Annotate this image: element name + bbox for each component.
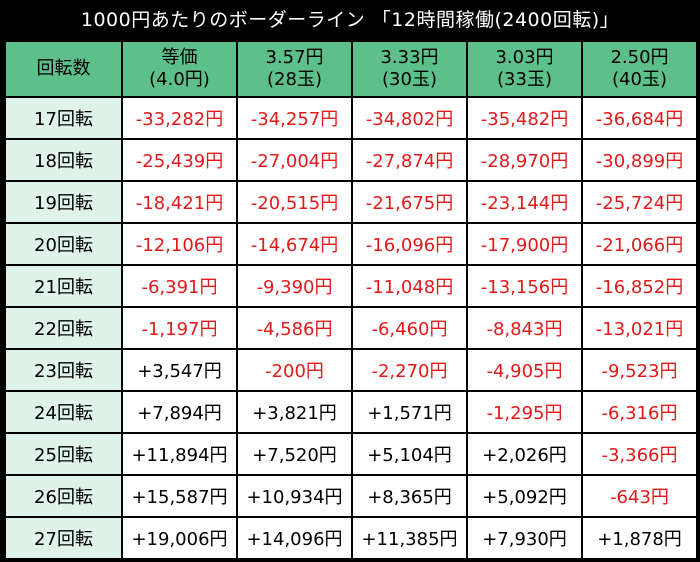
value-cell: +11,385円 [351,516,468,560]
value-cell: +7,894円 [121,390,238,434]
value-cell: -14,674円 [236,222,353,266]
column-header: 2.50円 (40玉) [581,40,698,98]
table-row: 25回転 +11,894円 +7,520円 +5,104円 +2,026円 -3,366円 [4,432,698,476]
value-cell: -30,899円 [581,138,698,182]
value-cell: -34,802円 [351,96,468,140]
value-cell: -25,439円 [121,138,238,182]
value-cell: -18,421円 [121,180,238,224]
column-header: 3.03円 (33玉) [466,40,583,98]
value-cell: -9,390円 [236,264,353,308]
value-cell: -35,482円 [466,96,583,140]
table-row: 24回転 +7,894円 +3,821円 +1,571円 -1,295円 -6,316円 [4,390,698,434]
value-cell: -23,144円 [466,180,583,224]
row-label: 20回転 [4,222,123,266]
row-label: 19回転 [4,180,123,224]
value-cell: -28,970円 [466,138,583,182]
value-cell: -21,066円 [581,222,698,266]
value-cell: +8,365円 [351,474,468,518]
row-label: 22回転 [4,306,123,350]
table-body: 17回転 -33,282円 -34,257円 -34,802円 -35,482円 -36,… [4,96,698,560]
value-cell: +7,520円 [236,432,353,476]
row-label: 24回転 [4,390,123,434]
value-cell: -16,096円 [351,222,468,266]
value-cell: -8,843円 [466,306,583,350]
value-cell: +1,571円 [351,390,468,434]
value-cell: +14,096円 [236,516,353,560]
column-header: 3.33円 (30玉) [351,40,468,98]
column-header-balls: (33玉) [497,69,552,90]
table-row: 17回転 -33,282円 -34,257円 -34,802円 -35,482円 -36,… [4,96,698,140]
table-row: 27回転 +19,006円 +14,096円 +11,385円 +7,930円 +1,87… [4,516,698,560]
value-cell: -36,684円 [581,96,698,140]
value-cell: +3,547円 [121,348,238,392]
value-cell: -6,316円 [581,390,698,434]
column-header: 3.57円 (28玉) [236,40,353,98]
column-header: 等価 (4.0円) [121,40,238,98]
value-cell: -21,675円 [351,180,468,224]
row-label: 17回転 [4,96,123,140]
column-header-rate: 3.03円 [495,47,554,68]
value-cell: -34,257円 [236,96,353,140]
value-cell: -20,515円 [236,180,353,224]
value-cell: -13,021円 [581,306,698,350]
column-header-balls: (40玉) [612,69,667,90]
column-header-balls: (28玉) [267,69,322,90]
table-row: 21回転 -6,391円 -9,390円 -11,048円 -13,156円 -16,85… [4,264,698,308]
column-header-balls: (4.0円) [149,69,210,90]
column-header-rate: 3.33円 [380,47,439,68]
row-label: 21回転 [4,264,123,308]
value-cell: -3,366円 [581,432,698,476]
value-cell: -13,156円 [466,264,583,308]
row-label: 18回転 [4,138,123,182]
value-cell: +10,934円 [236,474,353,518]
value-cell: +3,821円 [236,390,353,434]
value-cell: -200円 [236,348,353,392]
table-row: 19回転 -18,421円 -20,515円 -21,675円 -23,144円 -25,… [4,180,698,224]
table-row: 26回転 +15,587円 +10,934円 +8,365円 +5,092円 -643円 [4,474,698,518]
value-cell: -1,295円 [466,390,583,434]
value-cell: +5,104円 [351,432,468,476]
value-cell: +2,026円 [466,432,583,476]
value-cell: +5,092円 [466,474,583,518]
value-cell: -6,391円 [121,264,238,308]
value-cell: +19,006円 [121,516,238,560]
table-row: 23回転 +3,547円 -200円 -2,270円 -4,905円 -9,523円 [4,348,698,392]
value-cell: -2,270円 [351,348,468,392]
column-header-balls: (30玉) [382,69,437,90]
value-cell: -27,874円 [351,138,468,182]
value-cell: -17,900円 [466,222,583,266]
value-cell: +11,894円 [121,432,238,476]
table-row: 22回転 -1,197円 -4,586円 -6,460円 -8,843円 -13,021円 [4,306,698,350]
value-cell: -1,197円 [121,306,238,350]
value-cell: -9,523円 [581,348,698,392]
column-header-rate: 等価 [161,47,198,68]
value-cell: -4,905円 [466,348,583,392]
border-line-table: 回転数 等価 (4.0円) 3.57円 (28玉) 3.33円 (30玉) 3.03円… [4,40,698,560]
column-header-rate: 3.57円 [265,47,324,68]
value-cell: -33,282円 [121,96,238,140]
page-title: 1000円あたりのボーダーライン 「12時間稼働(2400回転)」 [80,9,620,31]
value-cell: -11,048円 [351,264,468,308]
value-cell: -16,852円 [581,264,698,308]
header-row-label: 回転数 [4,40,123,98]
value-cell: -25,724円 [581,180,698,224]
row-label: 26回転 [4,474,123,518]
value-cell: +1,878円 [581,516,698,560]
value-cell: -6,460円 [351,306,468,350]
column-header-rate: 2.50円 [610,47,669,68]
value-cell: -12,106円 [121,222,238,266]
row-label: 25回転 [4,432,123,476]
value-cell: -4,586円 [236,306,353,350]
value-cell: -643円 [581,474,698,518]
table-header-row: 回転数 等価 (4.0円) 3.57円 (28玉) 3.33円 (30玉) 3.03円… [4,40,698,98]
table-row: 20回転 -12,106円 -14,674円 -16,096円 -17,900円 -21,… [4,222,698,266]
table-row: 18回転 -25,439円 -27,004円 -27,874円 -28,970円 -30,… [4,138,698,182]
row-label: 27回転 [4,516,123,560]
value-cell: -27,004円 [236,138,353,182]
row-label: 23回転 [4,348,123,392]
value-cell: +15,587円 [121,474,238,518]
value-cell: +7,930円 [466,516,583,560]
